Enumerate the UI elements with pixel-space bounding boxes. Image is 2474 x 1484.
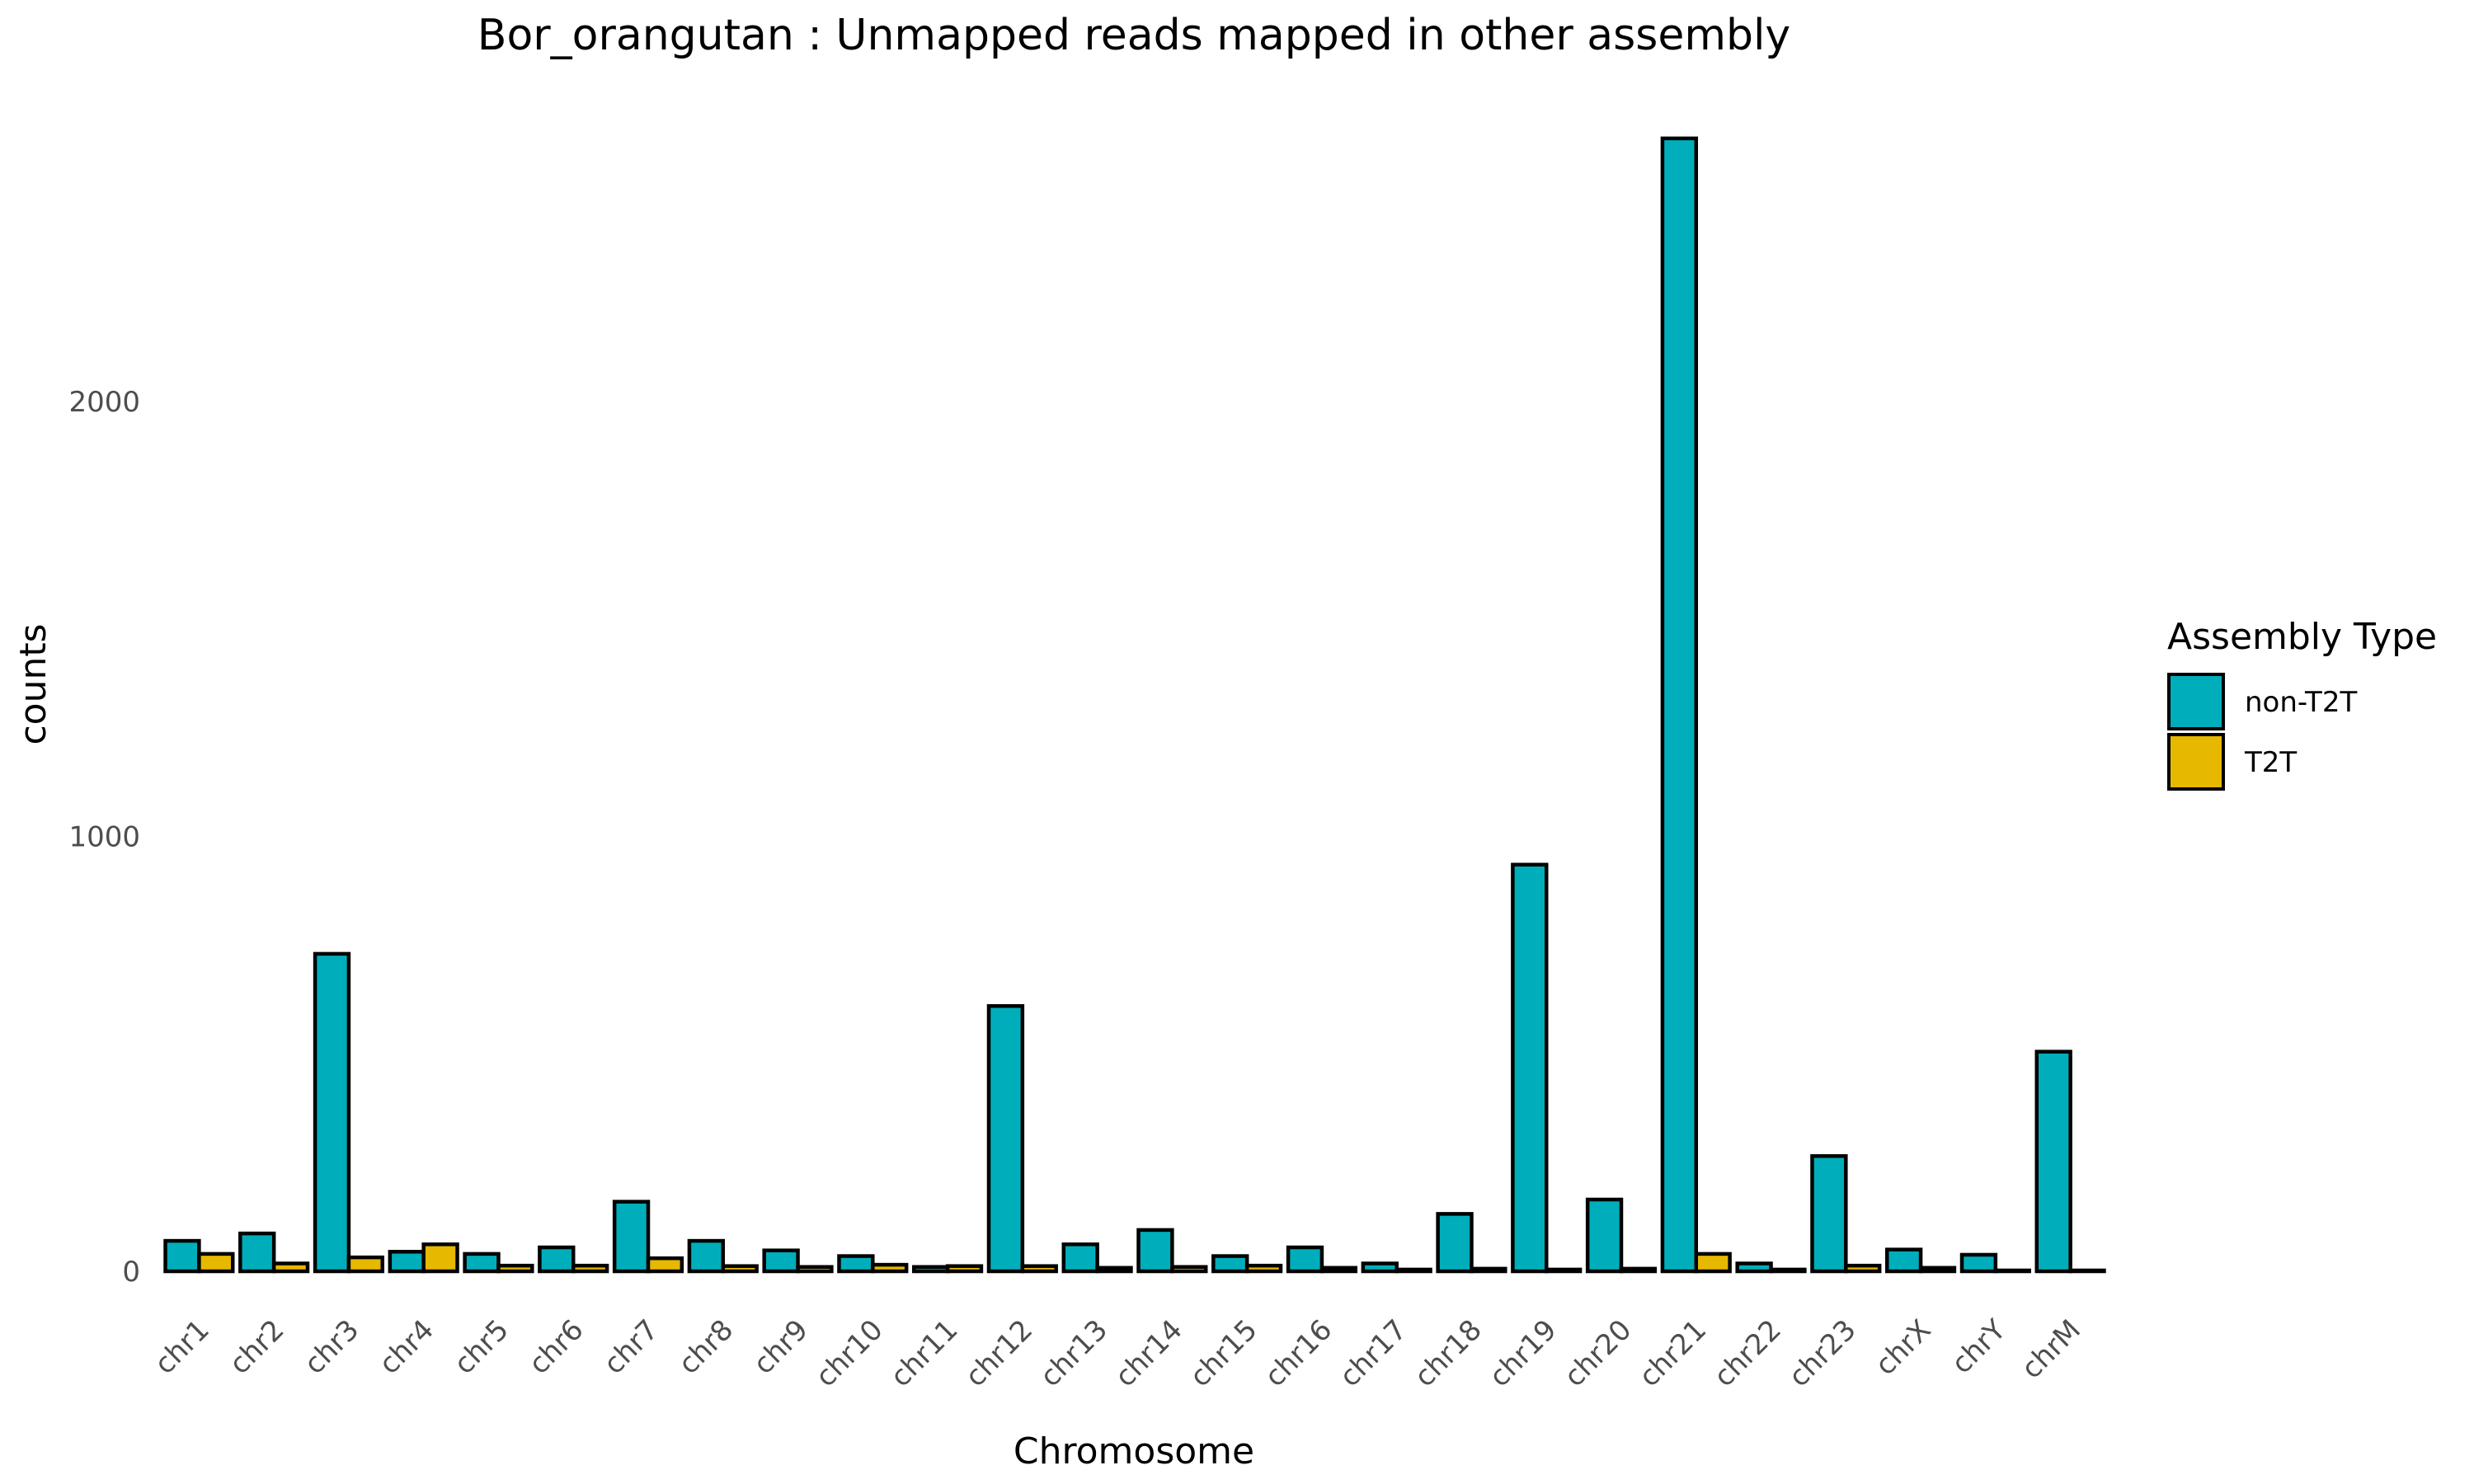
x-tick-label: chr3 — [298, 1313, 365, 1381]
bar-t2t-chr16 — [1319, 1266, 1358, 1274]
bar-non-t2t-chrM — [2034, 1050, 2072, 1274]
bar-t2t-chr11 — [945, 1264, 984, 1274]
x-axis-ticks: chr1 chr2 chr3 chr4 chr5 chr6 chr7 chr8 chr9chr1… — [148, 1313, 2087, 1393]
bar-non-t2t-chr5 — [463, 1252, 501, 1274]
x-tick-label: chr15 — [1183, 1313, 1263, 1393]
bar-t2t-chr3 — [346, 1255, 385, 1274]
x-tick-label: chr9 — [747, 1313, 815, 1381]
bar-t2t-chrM — [2068, 1268, 2106, 1274]
bar-t2t-chr1 — [197, 1252, 235, 1274]
bar-t2t-chr6 — [571, 1263, 609, 1274]
legend-key-t2t — [2167, 733, 2225, 791]
legend-title: Assembly Type — [2167, 616, 2437, 658]
x-tick-label: chr2 — [223, 1313, 291, 1381]
bar-non-t2t-chr13 — [1061, 1242, 1099, 1274]
bar-non-t2t-chr19 — [1511, 862, 1549, 1274]
x-tick-label: chr12 — [959, 1313, 1039, 1393]
bar-t2t-chrY — [1993, 1268, 2031, 1274]
chart-title: Bor_orangutan : Unmapped reads mapped in… — [477, 11, 1790, 60]
bar-non-t2t-chr2 — [238, 1231, 276, 1274]
x-tick-label: chr13 — [1034, 1313, 1114, 1393]
x-tick-label: chr14 — [1109, 1313, 1189, 1393]
bar-non-t2t-chr10 — [837, 1254, 875, 1274]
x-tick-label: chr19 — [1483, 1313, 1563, 1393]
bars — [163, 136, 2106, 1274]
bar-t2t-chr14 — [1170, 1265, 1208, 1274]
bar-non-t2t-chr21 — [1660, 136, 1699, 1274]
bar-t2t-chr10 — [871, 1262, 909, 1274]
bar-t2t-chr12 — [1020, 1264, 1058, 1274]
x-tick-label: chr1 — [148, 1313, 216, 1381]
bar-non-t2t-chr6 — [538, 1245, 576, 1274]
bar-non-t2t-chr7 — [612, 1200, 651, 1274]
bar-t2t-chr19 — [1544, 1267, 1583, 1274]
bar-t2t-chr7 — [646, 1256, 684, 1274]
bar-t2t-chr17 — [1395, 1267, 1432, 1274]
bar-non-t2t-chr3 — [313, 951, 351, 1274]
x-tick-label: chrM — [2015, 1313, 2087, 1385]
legend: Assembly Type non-T2T T2T — [2167, 616, 2437, 791]
y-axis-ticks: 0 1000 2000 — [68, 386, 140, 1289]
bar-non-t2t-chr20 — [1585, 1197, 1624, 1274]
bar-non-t2t-chr15 — [1211, 1254, 1249, 1274]
bar-t2t-chrX — [1918, 1266, 1957, 1274]
x-tick-label: chr23 — [1782, 1313, 1862, 1393]
legend-label: non-T2T — [2245, 686, 2357, 719]
bar-t2t-chr4 — [421, 1242, 459, 1274]
bar-non-t2t-chr16 — [1286, 1245, 1324, 1274]
bar-non-t2t-chr22 — [1735, 1261, 1773, 1274]
bar-non-t2t-chrX — [1884, 1247, 1923, 1274]
bar-t2t-chr2 — [271, 1261, 310, 1274]
bar-t2t-chr20 — [1619, 1266, 1658, 1274]
y-tick-label: 1000 — [68, 821, 140, 854]
bar-t2t-chr9 — [796, 1265, 834, 1274]
x-tick-label: chr7 — [597, 1313, 665, 1381]
y-axis-title: counts — [12, 623, 54, 744]
y-tick-label: 2000 — [68, 386, 140, 419]
bar-non-t2t-chr18 — [1436, 1212, 1474, 1274]
x-tick-label: chr21 — [1633, 1313, 1713, 1393]
bar-t2t-chr23 — [1844, 1263, 1882, 1274]
x-tick-label: chr4 — [373, 1313, 440, 1381]
x-tick-label: chrX — [1869, 1313, 1937, 1382]
bar-non-t2t-chr11 — [911, 1265, 950, 1274]
bar-non-t2t-chr8 — [687, 1238, 726, 1274]
bar-non-t2t-chr14 — [1136, 1228, 1174, 1274]
x-tick-label: chr16 — [1258, 1313, 1338, 1393]
x-tick-label: chr5 — [448, 1313, 515, 1381]
bar-non-t2t-chr4 — [388, 1250, 426, 1274]
x-tick-label: chr6 — [523, 1313, 590, 1381]
bar-t2t-chr22 — [1769, 1267, 1807, 1274]
bar-non-t2t-chr23 — [1810, 1153, 1848, 1274]
bar-t2t-chr13 — [1095, 1266, 1133, 1274]
x-tick-label: chr10 — [809, 1313, 889, 1393]
legend-label: T2T — [2244, 746, 2297, 779]
x-axis-title: Chromosome — [1014, 1430, 1254, 1472]
bar-t2t-chr8 — [721, 1264, 759, 1274]
x-tick-label: chrY — [1945, 1313, 2012, 1380]
x-tick-label: chr20 — [1558, 1313, 1638, 1393]
bar-t2t-chr5 — [496, 1263, 534, 1274]
bar-non-t2t-chr17 — [1361, 1261, 1399, 1274]
bar-t2t-chr15 — [1244, 1263, 1283, 1274]
bar-t2t-chr18 — [1470, 1266, 1507, 1274]
legend-items: non-T2T T2T — [2167, 673, 2357, 791]
bar-non-t2t-chr1 — [163, 1238, 201, 1274]
y-tick-label: 0 — [122, 1256, 140, 1289]
bar-t2t-chr21 — [1694, 1252, 1732, 1274]
x-tick-label: chr17 — [1333, 1313, 1413, 1393]
x-tick-label: chr18 — [1409, 1313, 1489, 1393]
bar-non-t2t-chrY — [1959, 1252, 1998, 1274]
x-tick-label: chr22 — [1708, 1313, 1788, 1393]
x-tick-label: chr8 — [672, 1313, 740, 1381]
x-tick-label: chr11 — [884, 1313, 964, 1393]
legend-key-non-t2t — [2167, 673, 2225, 730]
bar-non-t2t-chr12 — [986, 1003, 1025, 1274]
bar-non-t2t-chr9 — [762, 1248, 800, 1274]
